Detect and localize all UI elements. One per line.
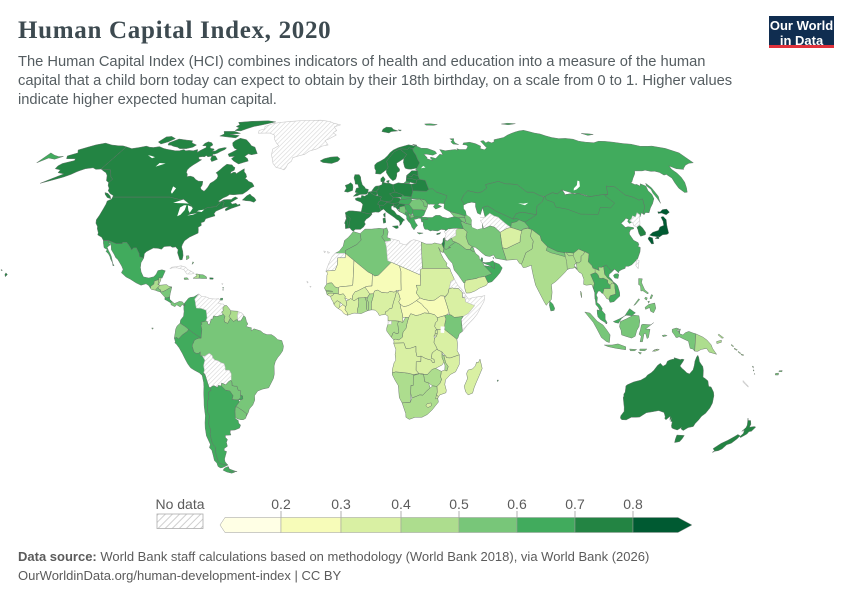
svg-text:No data: No data xyxy=(155,496,204,512)
svg-text:0.5: 0.5 xyxy=(449,496,469,512)
svg-text:0.7: 0.7 xyxy=(565,496,585,512)
svg-text:0.3: 0.3 xyxy=(331,496,351,512)
svg-text:0.4: 0.4 xyxy=(391,496,411,512)
svg-text:0.6: 0.6 xyxy=(507,496,527,512)
svg-text:0.2: 0.2 xyxy=(271,496,291,512)
svg-text:0.8: 0.8 xyxy=(623,496,643,512)
